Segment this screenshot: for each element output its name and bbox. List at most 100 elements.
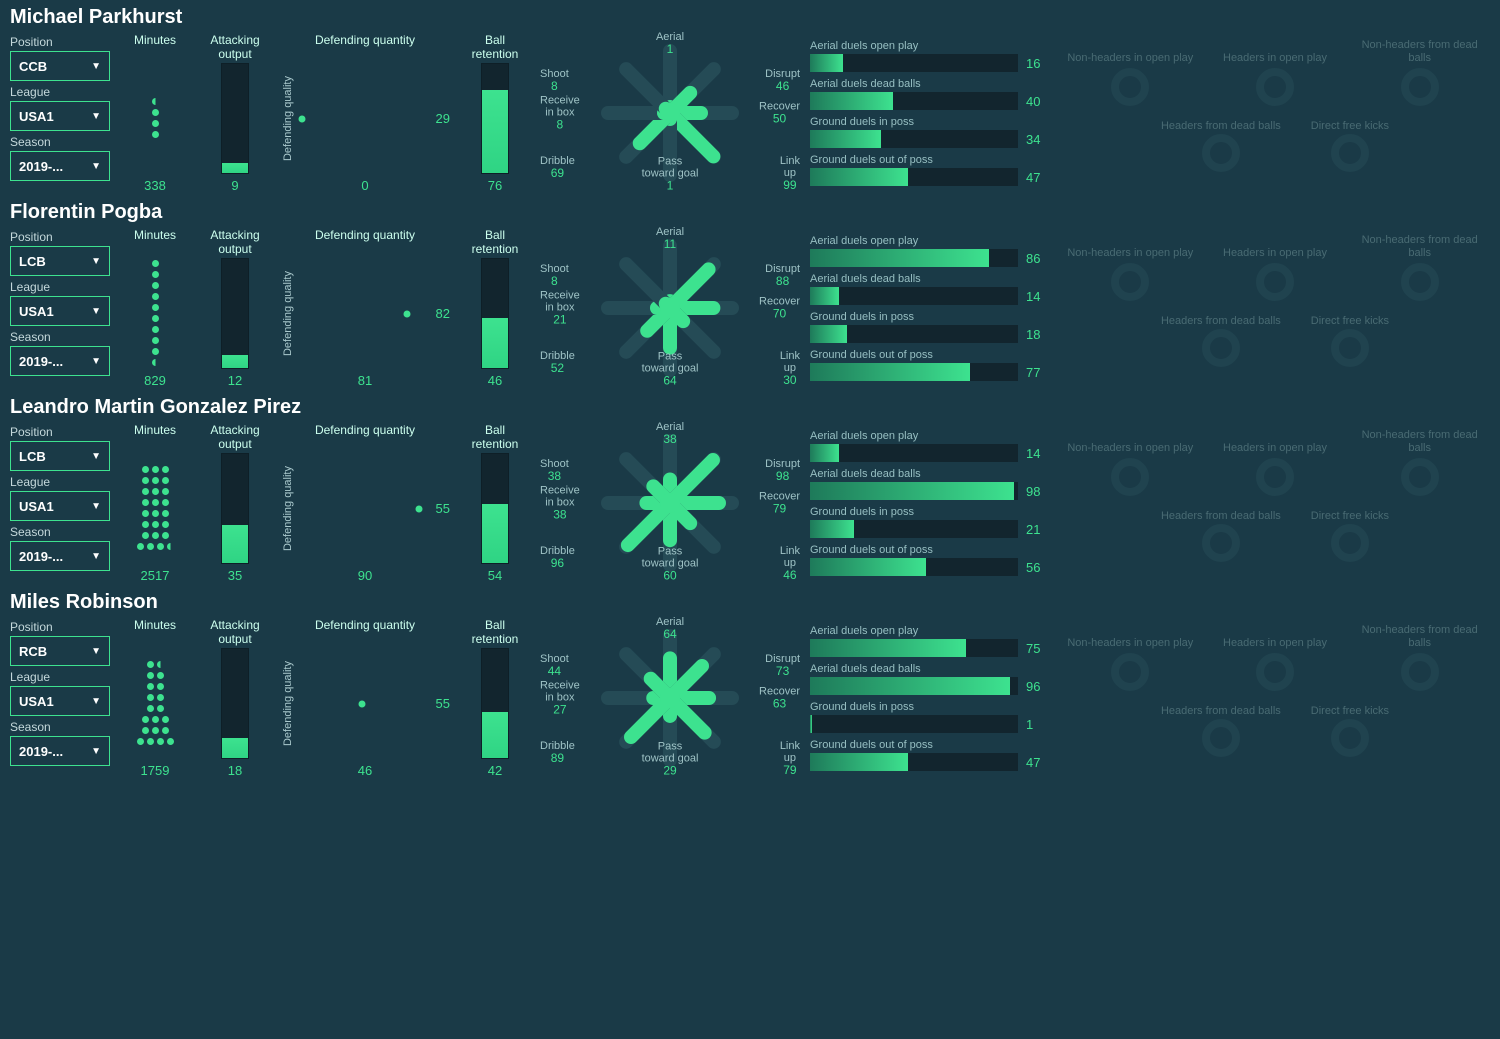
dot	[147, 738, 154, 745]
season-select[interactable]: 2019-... ▼	[10, 151, 110, 181]
radar-label-disrupt: Disrupt98	[765, 458, 800, 483]
minutes-col: Minutes2517	[120, 423, 190, 583]
position-select[interactable]: CCB▼	[10, 51, 110, 81]
duel-g_out: Ground duels out of poss77	[810, 349, 1050, 381]
duel-bar	[810, 558, 1018, 576]
league-value: USA1	[19, 109, 54, 124]
position-select[interactable]: LCB▼	[10, 246, 110, 276]
league-select[interactable]: USA1▼	[10, 686, 110, 716]
dot	[162, 727, 169, 734]
radar-label-aerial: Aerial64	[656, 616, 684, 641]
dot	[152, 466, 159, 473]
dot	[147, 694, 154, 701]
radar-label-disrupt: Disrupt73	[765, 653, 800, 678]
minutes-col: Minutes1759	[120, 618, 190, 778]
dot	[142, 521, 149, 528]
duel-title: Aerial duels dead balls	[810, 78, 1050, 90]
donut-label: Headers in open play	[1205, 247, 1346, 259]
dot	[152, 716, 159, 723]
retention-bar	[481, 453, 509, 564]
donut-label: Direct free kicks	[1311, 510, 1389, 522]
attacking-title: Attacking output	[200, 618, 270, 646]
radar-label-disrupt: Disrupt46	[765, 68, 800, 93]
dot	[157, 705, 164, 712]
selectors: PositionCCB▼LeagueUSA1▼Season2019-...▼	[10, 33, 110, 193]
dot	[142, 477, 149, 484]
duel-bar	[810, 639, 1018, 657]
season-label: Season	[10, 330, 110, 344]
radar-label-recover: Recover50	[759, 100, 800, 125]
retention-value: 46	[488, 373, 502, 388]
donut-icon	[1401, 68, 1439, 106]
minutes-title: Minutes	[134, 228, 176, 256]
dot	[152, 293, 159, 300]
attacking-bar	[221, 453, 249, 564]
minutes-value: 829	[144, 373, 166, 388]
dot	[157, 738, 164, 745]
radar-label-aerial: Aerial11	[656, 226, 684, 251]
defending-col: Defending quantityDefending quality5590	[280, 423, 450, 583]
minutes-value: 338	[144, 178, 166, 193]
donut-label: Non-headers from dead balls	[1349, 234, 1490, 258]
duel-title: Aerial duels open play	[810, 430, 1050, 442]
duel-value: 96	[1026, 679, 1050, 694]
attacking-value: 12	[228, 373, 242, 388]
league-label: League	[10, 670, 110, 684]
donuts-col: Non-headers in open playHeaders in open …	[1060, 423, 1490, 583]
dot	[162, 532, 169, 539]
def-quality-value: 82	[436, 306, 450, 321]
donut-icon	[1331, 134, 1369, 172]
duel-value: 1	[1026, 717, 1050, 732]
dot	[137, 543, 144, 550]
radar-label-recover: Recover70	[759, 295, 800, 320]
dot	[147, 705, 154, 712]
attacking-bar	[221, 63, 249, 174]
duel-title: Aerial duels open play	[810, 40, 1050, 52]
dot	[167, 543, 174, 550]
attacking-value: 18	[228, 763, 242, 778]
league-select[interactable]: USA1▼	[10, 101, 110, 131]
chevron-down-icon: ▼	[91, 256, 101, 267]
donut-icon	[1331, 524, 1369, 562]
donut-icon	[1401, 263, 1439, 301]
donut-label: Non-headers in open play	[1060, 442, 1201, 454]
donut-icon	[1202, 524, 1240, 562]
duel-title: Ground duels out of poss	[810, 349, 1050, 361]
chevron-down-icon: ▼	[91, 161, 101, 172]
retention-value: 42	[488, 763, 502, 778]
league-select[interactable]: USA1▼	[10, 296, 110, 326]
dot	[152, 271, 159, 278]
radar-label-aerial: Aerial1	[656, 31, 684, 56]
position-select[interactable]: RCB▼	[10, 636, 110, 666]
player-name: Florentin Pogba	[10, 201, 1490, 224]
chevron-down-icon: ▼	[91, 696, 101, 707]
season-select[interactable]: 2019-...▼	[10, 346, 110, 376]
def-quantity-value: 90	[280, 568, 450, 583]
dot	[152, 260, 159, 267]
player-row: Michael ParkhurstPositionCCB▼LeagueUSA1▼…	[10, 6, 1490, 193]
season-value: 2019-...	[19, 159, 63, 174]
retention-value: 54	[488, 568, 502, 583]
league-value: USA1	[19, 304, 54, 319]
radar: Aerial11Disrupt88Recover70Linkup30Passto…	[540, 228, 800, 388]
dot	[147, 661, 154, 668]
minutes-dots	[137, 646, 174, 759]
radar-label-linkup: Linkup79	[780, 740, 800, 777]
duel-title: Aerial duels dead balls	[810, 468, 1050, 480]
dot	[162, 510, 169, 517]
radar: Aerial38Disrupt98Recover79Linkup46Passto…	[540, 423, 800, 583]
donut-label: Non-headers from dead balls	[1349, 39, 1490, 63]
donut-icon	[1331, 329, 1369, 367]
chevron-down-icon: ▼	[91, 356, 101, 367]
dot	[157, 543, 164, 550]
donut-icon	[1111, 263, 1149, 301]
donut-icon	[1202, 719, 1240, 757]
season-select[interactable]: 2019-...▼	[10, 736, 110, 766]
league-select[interactable]: USA1▼	[10, 491, 110, 521]
position-select[interactable]: LCB▼	[10, 441, 110, 471]
dot	[142, 499, 149, 506]
minutes-col: Minutes 829	[120, 228, 190, 388]
season-select[interactable]: 2019-...▼	[10, 541, 110, 571]
duel-a_open: Aerial duels open play14	[810, 430, 1050, 462]
position-label: Position	[10, 620, 110, 634]
